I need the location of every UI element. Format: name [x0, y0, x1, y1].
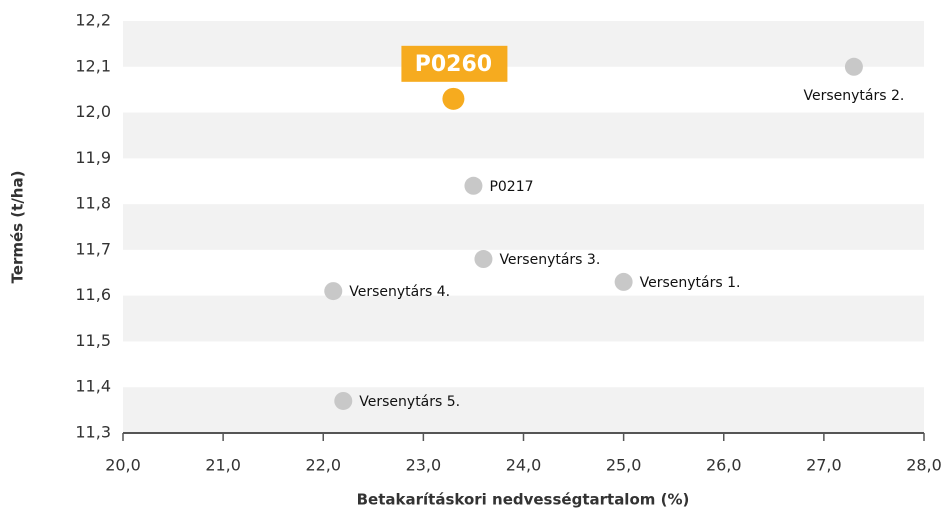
y-tick-label: 11,3 [75, 423, 111, 442]
x-tick-label: 26,0 [706, 456, 742, 475]
y-tick-label: 11,9 [75, 148, 111, 167]
x-tick-label: 21,0 [205, 456, 241, 475]
x-axis-title: Betakarításkori nedvességtartalom (%) [357, 491, 690, 509]
point [844, 57, 863, 76]
label-box [401, 45, 508, 82]
point-label: Versenytárs 4. [349, 284, 450, 300]
y-axis-title: Termés (t/ha) [9, 171, 27, 284]
grid-band [123, 295, 924, 342]
point [614, 272, 633, 291]
x-tick-label: 24,0 [506, 456, 542, 475]
y-tick-label: 11,8 [75, 194, 111, 213]
point [474, 250, 493, 269]
x-tick-label: 20,0 [105, 456, 141, 475]
point [464, 176, 483, 195]
y-tick-label: 11,6 [75, 285, 111, 304]
y-tick-label: 11,5 [75, 331, 111, 350]
point [442, 87, 465, 110]
y-tick-label: 12,2 [75, 11, 111, 30]
grid-band [123, 112, 924, 159]
point-label: P0260 [415, 52, 492, 77]
y-tick-label: 12,1 [75, 56, 111, 75]
point [334, 391, 353, 410]
x-tick-label: 25,0 [606, 456, 642, 475]
point-label: Versenytárs 5. [359, 394, 460, 410]
x-tick-label: 22,0 [305, 456, 341, 475]
point [324, 282, 343, 301]
point-label: Versenytárs 3. [499, 252, 600, 268]
grid-band [123, 204, 924, 250]
point-label: P0217 [489, 179, 533, 195]
point-label: Versenytárs 2. [803, 88, 904, 104]
y-tick-label: 11,7 [75, 239, 111, 258]
grid-band [123, 387, 924, 433]
point-label: Versenytárs 1. [640, 275, 741, 291]
y-tick-label: 12,0 [75, 102, 111, 121]
y-tick-label: 11,4 [75, 377, 111, 396]
x-tick-label: 27,0 [806, 456, 842, 475]
x-tick-label: 23,0 [406, 456, 442, 475]
x-tick-label: 28,0 [906, 456, 941, 475]
grid-band [123, 21, 924, 67]
